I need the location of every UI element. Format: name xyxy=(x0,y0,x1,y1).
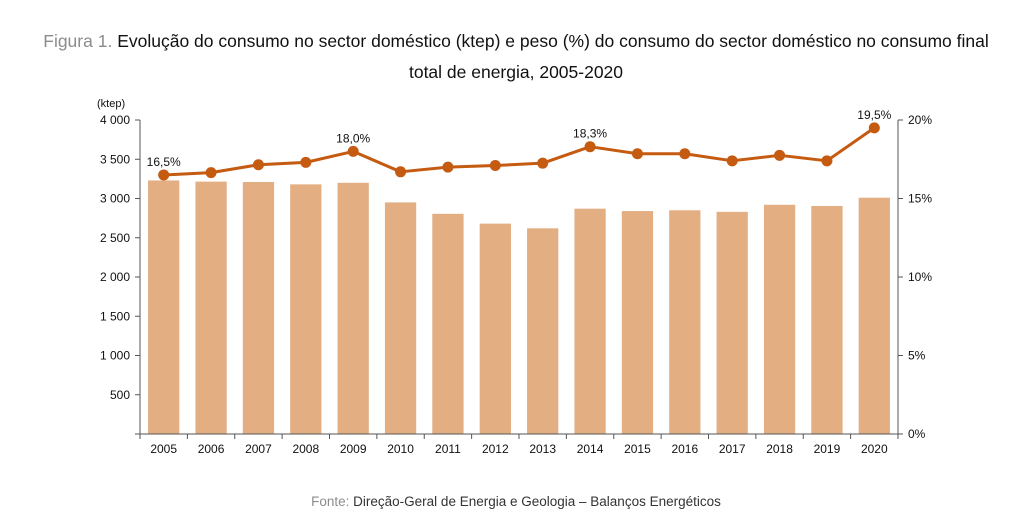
right-tick-label: 15% xyxy=(908,192,932,206)
line-point-2015 xyxy=(631,148,643,160)
bar-2009 xyxy=(337,182,369,434)
right-tick-label: 5% xyxy=(908,349,926,363)
line-point-2008 xyxy=(300,156,312,168)
right-tick-label: 0% xyxy=(908,427,926,441)
data-label-2014: 18,3% xyxy=(573,127,607,141)
bar-2010 xyxy=(384,202,417,434)
x-tick-label: 2014 xyxy=(577,442,604,456)
line-series xyxy=(158,122,880,181)
left-tick-label: 3 000 xyxy=(100,192,130,206)
bar-2006 xyxy=(195,181,227,434)
x-tick-label: 2013 xyxy=(529,442,556,456)
figure-title-line1: Evolução do consumo no sector doméstico … xyxy=(117,31,989,51)
source-note: Fonte: Direção-Geral de Energia e Geolog… xyxy=(0,494,1032,509)
x-axis-labels: 2005 2006 2007 2008 2009 2010 2011 2012 2013 2014… xyxy=(150,442,888,456)
bar-2018 xyxy=(763,204,796,434)
left-tick-label: 2 500 xyxy=(100,231,130,245)
line-point-2010 xyxy=(395,166,407,178)
x-tick-label: 2018 xyxy=(766,442,793,456)
x-tick-label: 2005 xyxy=(150,442,177,456)
line-point-2006 xyxy=(205,167,217,179)
x-tick-label: 2019 xyxy=(814,442,841,456)
line-point-2017 xyxy=(726,155,738,167)
left-tick-label: 1 000 xyxy=(100,349,130,363)
data-label-2009: 18,0% xyxy=(336,131,370,145)
bar-2007 xyxy=(242,182,275,434)
left-tick-label: 2 000 xyxy=(100,270,130,284)
x-tick-label: 2007 xyxy=(245,442,272,456)
line-point-2011 xyxy=(442,161,454,173)
bar-2014 xyxy=(574,208,606,434)
x-tick-label: 2020 xyxy=(861,442,888,456)
line-point-2020 xyxy=(868,122,880,134)
line-point-2007 xyxy=(252,159,264,171)
line-point-2009 xyxy=(347,145,359,157)
line-point-2012 xyxy=(489,160,501,172)
annotations: 16,5% 18,0% 18,3% 19,5% xyxy=(147,108,892,169)
bar-2020 xyxy=(858,197,890,434)
line-point-2019 xyxy=(821,155,833,167)
x-tick-label: 2010 xyxy=(387,442,414,456)
x-tick-label: 2016 xyxy=(671,442,698,456)
left-tick-label: 500 xyxy=(110,388,130,402)
bar-2015 xyxy=(621,211,654,434)
line-point-2016 xyxy=(679,148,691,160)
line-path xyxy=(163,126,876,177)
left-axis-label: (ktep) xyxy=(97,98,125,110)
right-tick-label: 20% xyxy=(908,113,932,127)
left-axis-ticks: 500 1 000 1 500 2 000 2 500 3 000 3 500 4 000 xyxy=(100,113,140,435)
line-point-2018 xyxy=(774,149,786,161)
x-tick-label: 2017 xyxy=(719,442,746,456)
bar-2008 xyxy=(290,184,322,434)
bar-2017 xyxy=(716,211,748,434)
bar-2013 xyxy=(527,228,559,434)
bar-2005 xyxy=(148,180,180,434)
data-label-2020: 19,5% xyxy=(857,108,891,122)
x-tick-label: 2009 xyxy=(340,442,367,456)
right-tick-label: 10% xyxy=(908,270,932,284)
data-label-2005: 16,5% xyxy=(147,155,181,169)
line-point-2005 xyxy=(158,169,170,181)
line-point-2014 xyxy=(584,141,596,153)
source-text: Direção-Geral de Energia e Geologia – Ba… xyxy=(353,494,721,509)
x-tick-label: 2011 xyxy=(435,442,461,456)
x-tick-label: 2006 xyxy=(198,442,225,456)
bar-series xyxy=(148,180,890,434)
left-tick-label: 4 000 xyxy=(100,113,130,127)
x-tick-label: 2008 xyxy=(292,442,319,456)
line-point-2013 xyxy=(537,157,549,169)
x-tick-label: 2012 xyxy=(482,442,509,456)
figure-title-line2: total de energia, 2005-2020 xyxy=(408,62,624,82)
left-tick-label: 3 500 xyxy=(100,152,130,166)
bar-2019 xyxy=(811,205,843,434)
right-axis-ticks: 0% 5% 10% 15% 20% xyxy=(898,113,932,441)
figure-title: Figura 1. Evolução do consumo no sector … xyxy=(0,26,1032,88)
bar-2012 xyxy=(479,223,511,434)
bar-2016 xyxy=(669,210,701,434)
axes xyxy=(139,120,899,439)
left-tick-label: 1 500 xyxy=(100,309,130,323)
source-label: Fonte: xyxy=(311,494,350,509)
figure-label: Figura 1. xyxy=(43,31,113,51)
x-tick-label: 2015 xyxy=(624,442,651,456)
bar-2011 xyxy=(432,213,464,434)
